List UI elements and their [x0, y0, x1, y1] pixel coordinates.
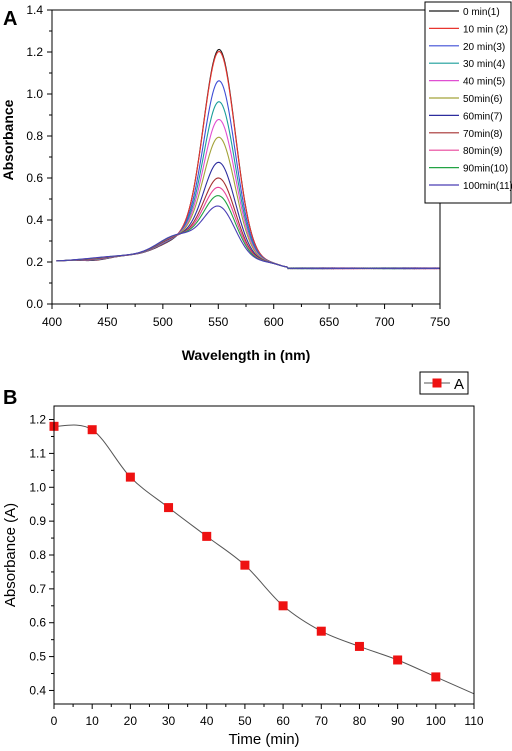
x-tick-label-a: 600: [264, 315, 284, 329]
x-tick-label-b: 0: [51, 714, 58, 728]
spectrum-line-11: [56, 205, 441, 270]
x-tick-label-b: 10: [86, 714, 100, 728]
x-tick-label-a: 450: [97, 315, 117, 329]
legend-label-a-7: 60min(7): [463, 111, 502, 122]
spectrum-line-8: [56, 177, 441, 270]
y-tick-label-a: 0.6: [26, 171, 43, 185]
panel-b: 0 10 20 30 40 50 60 70 80 90 100 110 0.4 0.5 0.6 0.7 0.8…: [2, 371, 484, 748]
legend-label-a-11: 100min(11): [463, 181, 512, 192]
spectrum-line-1: [56, 48, 441, 270]
y-tick-label-a: 0.0: [26, 297, 43, 311]
x-tick-label-b: 30: [162, 714, 176, 728]
legend-label-a-4: 30 min(4): [463, 59, 505, 70]
legend-label-a-6: 50min(6): [463, 94, 502, 105]
plot-frame-a: [51, 9, 441, 305]
y-tick-label-b: 0.9: [29, 514, 46, 528]
legend-label-a-2: 10 min (2): [463, 24, 508, 35]
legend-label-a-10: 90min(10): [463, 164, 508, 175]
x-tick-label-a: 550: [208, 315, 228, 329]
legend-label-a-3: 20 min(3): [463, 42, 505, 53]
data-point-100: [431, 672, 441, 682]
legend-swatch-marker-b: [432, 378, 442, 388]
panel-a: 400 450 500 550 600 650 700 750 0.0 0.2 0.4 0.6 0.8 1…: [0, 1, 512, 363]
y-tick-label-b: 0.8: [29, 548, 46, 562]
y-tick-label-b: 0.5: [29, 650, 46, 664]
legend-label-b: A: [454, 376, 464, 393]
x-tick-label-a: 700: [375, 315, 395, 329]
y-axis-title-a: Absorbance: [0, 99, 16, 180]
x-tick-label-a: 750: [430, 315, 450, 329]
y-tick-label-a: 0.2: [26, 255, 43, 269]
spectrum-line-3: [56, 80, 441, 270]
x-tick-label-b: 110: [464, 714, 483, 728]
data-point-20: [125, 472, 135, 482]
y-tick-label-b: 1.2: [29, 413, 46, 427]
y-tick-label-b: 1.1: [29, 446, 46, 460]
legend-label-a-8: 70min(8): [463, 129, 502, 140]
data-point-10: [87, 425, 97, 435]
legend-label-a-5: 40 min(5): [463, 77, 505, 88]
y-tick-label-b: 0.4: [29, 683, 46, 697]
data-point-50: [240, 560, 250, 570]
plot-frame-b: [53, 405, 475, 705]
panel-letter-b: B: [3, 387, 17, 409]
x-tick-label-b: 50: [238, 714, 252, 728]
data-point-90: [393, 655, 403, 665]
y-axis-title-b: Absorbance (A): [2, 503, 19, 607]
y-tick-label-a: 1.2: [26, 45, 43, 59]
y-tick-label-b: 1.0: [29, 480, 46, 494]
x-tick-label-b: 20: [124, 714, 138, 728]
y-tick-label-a: 1.0: [26, 87, 43, 101]
y-tick-label-a: 0.8: [26, 129, 43, 143]
x-tick-label-b: 40: [200, 714, 214, 728]
x-tick-label-a: 500: [153, 315, 173, 329]
y-tick-label-a: 1.4: [26, 3, 43, 17]
x-tick-label-b: 70: [315, 714, 329, 728]
spectrum-line-7: [56, 161, 441, 270]
x-tick-label-b: 80: [353, 714, 367, 728]
y-tick-label-b: 0.7: [29, 582, 46, 596]
absorbance-trend-line: [53, 424, 475, 695]
x-tick-label-b: 60: [276, 714, 290, 728]
data-point-30: [164, 503, 174, 513]
x-tick-label-b: 100: [426, 714, 446, 728]
x-tick-label-a: 650: [319, 315, 339, 329]
legend-box-a: [424, 1, 512, 204]
data-point-70: [316, 626, 326, 636]
x-tick-label-a: 400: [42, 315, 62, 329]
y-tick-label-b: 0.6: [29, 616, 46, 630]
y-tick-label-a: 0.4: [26, 213, 43, 227]
data-point-40: [202, 531, 212, 541]
x-tick-label-b: 90: [391, 714, 405, 728]
x-axis-title-a: Wavelength in (nm): [182, 347, 311, 363]
x-axis-title-b: Time (min): [228, 731, 299, 748]
data-point-80: [354, 641, 364, 651]
legend-label-a-1: 0 min(1): [463, 7, 500, 18]
panel-letter-a: A: [3, 8, 17, 30]
legend-label-a-9: 80min(9): [463, 146, 502, 157]
data-point-60: [278, 601, 288, 611]
